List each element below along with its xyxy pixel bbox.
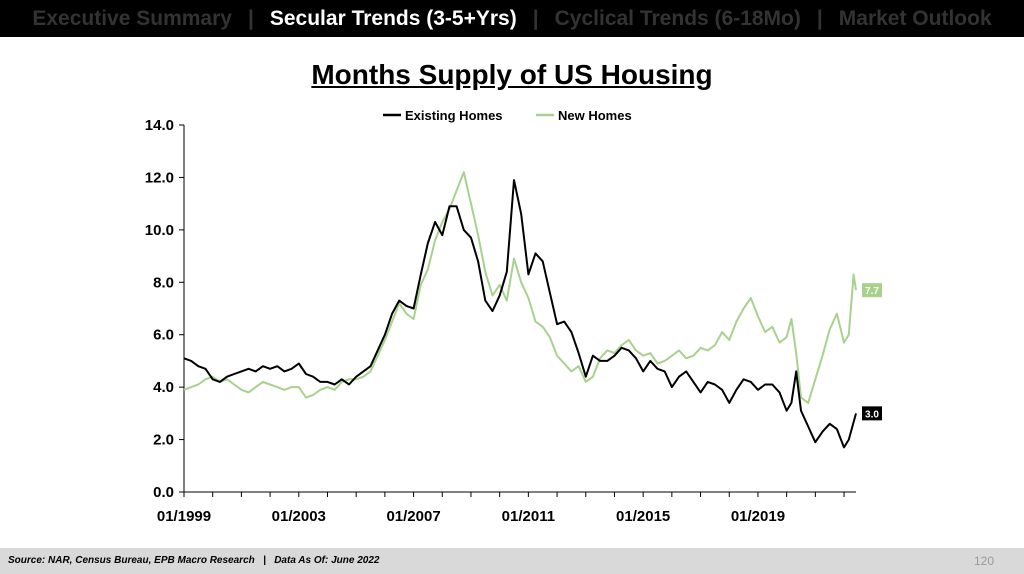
months-supply-chart: 0.0 2.0 4.0 6.0 8.0 10.0 12.0 14.0 01/1999 01/200… <box>145 108 882 525</box>
y-tick-label: 4.0 <box>153 379 174 396</box>
nav-separator: | <box>816 6 823 30</box>
y-tick-label: 12.0 <box>145 169 174 186</box>
series-line-existing-homes <box>183 179 857 449</box>
top-nav: Executive Summary | Secular Trends (3-5+… <box>0 0 1024 37</box>
x-tick-label: 01/1999 <box>157 508 211 525</box>
nav-separator: | <box>247 6 254 30</box>
page-number: 120 <box>973 554 994 568</box>
y-tick-label: 8.0 <box>153 274 174 291</box>
x-tick-label: 01/2011 <box>502 508 555 525</box>
footer-source: Source: NAR, Census Bureau, EPB Macro Re… <box>8 555 380 566</box>
nav-tab-cyclical-trends[interactable]: Cyclical Trends (6-18Mo) <box>554 6 801 30</box>
series-line-new-homes <box>183 171 857 404</box>
y-tick-label: 14.0 <box>145 117 174 134</box>
end-value-label-existing-homes: 3.0 <box>865 409 879 420</box>
y-tick-label: 0.0 <box>153 484 174 501</box>
nav-tab-secular-trends[interactable]: Secular Trends (3-5+Yrs) <box>269 6 517 30</box>
x-tick-label: 01/2007 <box>386 508 440 525</box>
nav-separator: | <box>532 6 539 30</box>
chart-title: Months Supply of US Housing <box>311 59 713 90</box>
end-label-box-new-homes <box>862 283 882 298</box>
y-tick-label: 10.0 <box>145 222 174 239</box>
nav-tab-market-outlook[interactable]: Market Outlook <box>838 6 992 30</box>
y-tick-label: 2.0 <box>153 432 174 449</box>
x-tick-label: 01/2015 <box>616 508 670 525</box>
nav-tab-executive-summary[interactable]: Executive Summary <box>32 6 232 30</box>
footer: Source: NAR, Census Bureau, EPB Macro Re… <box>0 548 1024 574</box>
legend-label-existing-homes: Existing Homes <box>405 108 503 123</box>
y-tick-label: 6.0 <box>153 327 174 344</box>
x-tick-label: 01/2019 <box>731 508 785 525</box>
x-tick-label: 01/2003 <box>272 508 326 525</box>
legend-label-new-homes: New Homes <box>558 108 632 123</box>
end-value-label-new-homes: 7.7 <box>865 286 879 297</box>
end-label-box-existing-homes <box>862 406 882 421</box>
